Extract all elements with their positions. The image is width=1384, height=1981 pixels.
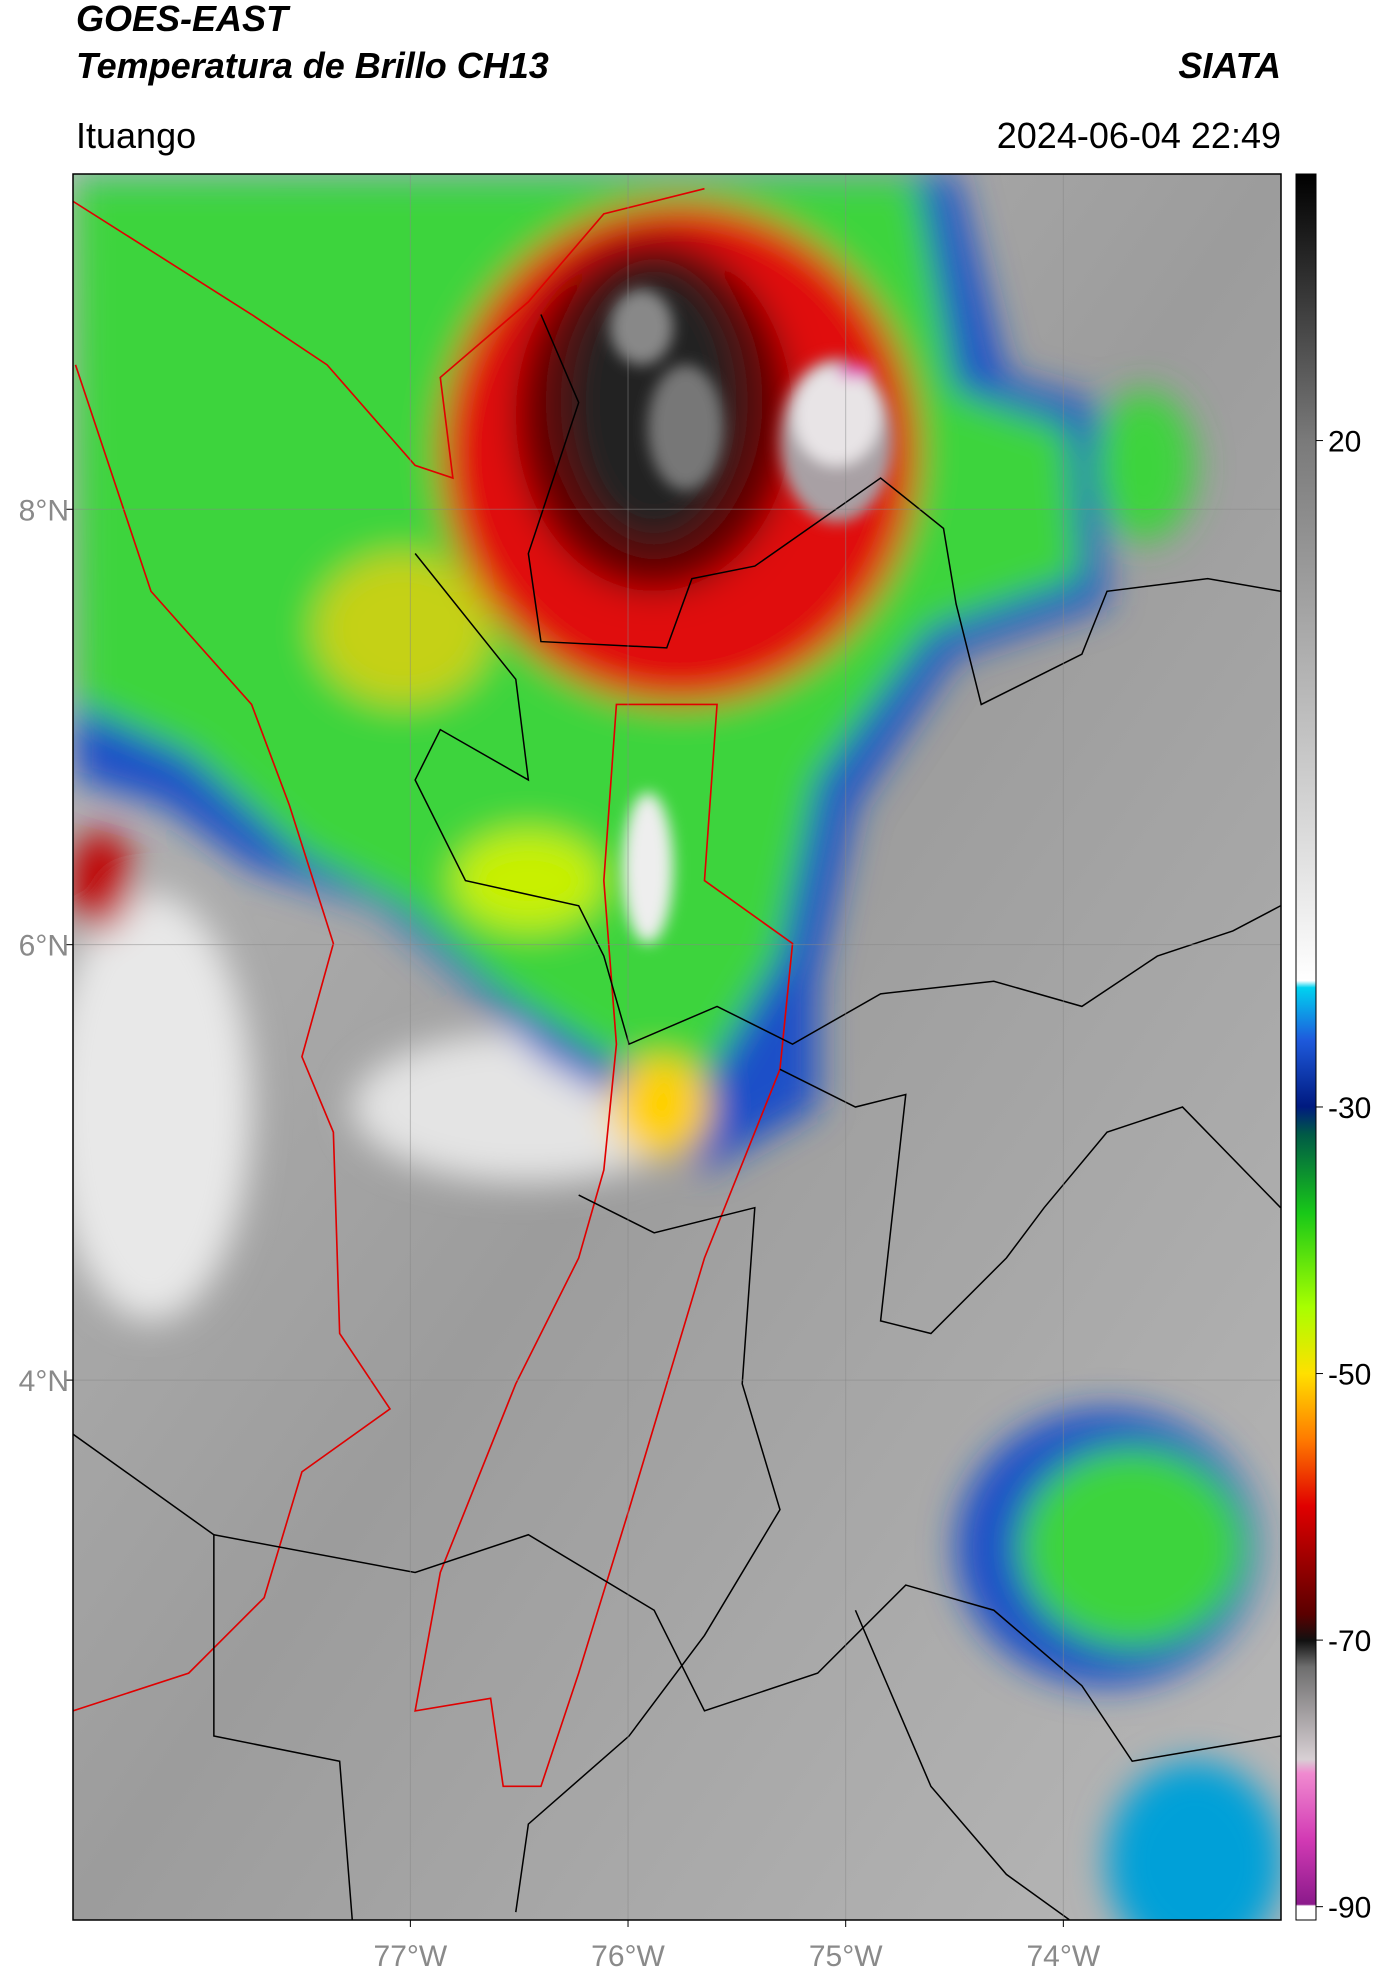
colorbar-tick-label: 20 [1328,426,1361,459]
title: GOES-EAST [76,0,291,39]
lon-tick-label: 75°W [809,1940,883,1973]
source: SIATA [1178,45,1281,86]
satellite-image [73,174,1281,1920]
lat-tick-label: 8°N [19,494,69,527]
lat-tick-label: 6°N [19,930,69,963]
lon-tick-label: 76°W [591,1940,665,1973]
colorbar [1295,173,1317,1921]
datetime: 2024-06-04 22:49 [997,115,1281,156]
colorbar-tick-label: -50 [1328,1359,1371,1392]
lon-tick-label: 74°W [1026,1940,1100,1973]
lat-tick-label: 4°N [19,1365,69,1398]
map-frame [72,173,1282,1921]
lon-tick-label: 77°W [374,1940,448,1973]
colorbar-tick-label: -30 [1328,1092,1371,1125]
location: Ituango [76,115,196,156]
subtitle: Temperatura de Brillo CH13 [76,45,549,86]
colorbar-tick-label: -70 [1328,1625,1371,1658]
colorbar-tick-label: -90 [1328,1892,1371,1925]
